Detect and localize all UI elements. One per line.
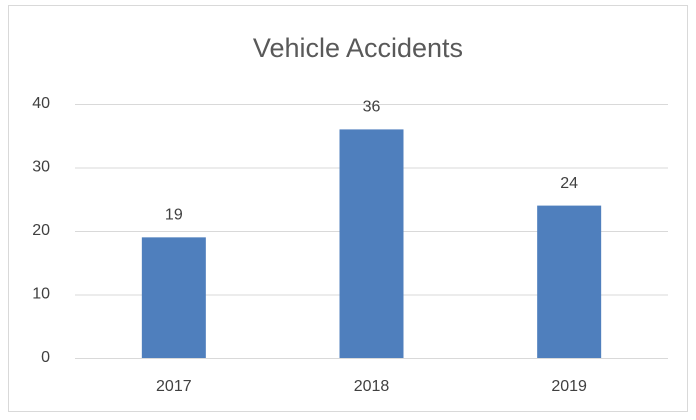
chart-title: Vehicle Accidents <box>253 33 463 63</box>
y-tick-label: 10 <box>32 286 50 303</box>
x-tick-label: 2019 <box>551 378 587 395</box>
bar <box>339 129 404 358</box>
y-tick-label: 30 <box>32 159 50 176</box>
x-tick-label: 2017 <box>156 378 192 395</box>
y-tick-label: 40 <box>32 95 50 112</box>
y-tick-label: 0 <box>41 349 50 366</box>
data-label: 36 <box>363 99 381 116</box>
y-tick-label: 20 <box>32 222 50 239</box>
data-label: 24 <box>560 175 578 192</box>
x-tick-label: 2018 <box>354 378 390 395</box>
bar <box>537 205 602 358</box>
bar <box>141 237 206 358</box>
data-label: 19 <box>165 207 183 224</box>
